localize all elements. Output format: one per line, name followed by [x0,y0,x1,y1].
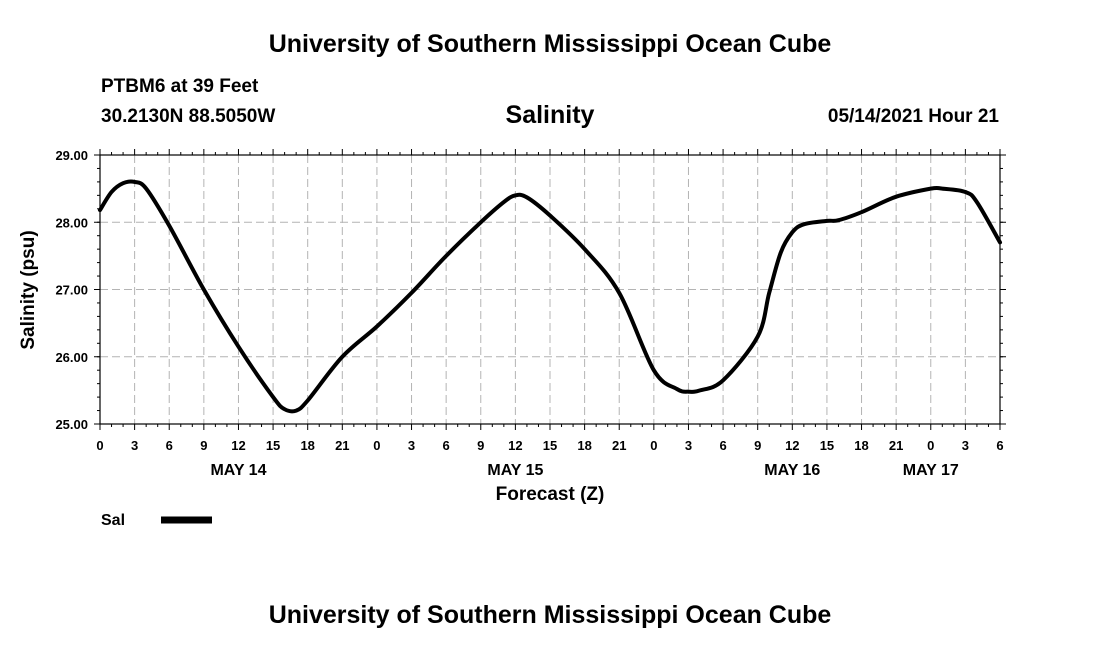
x-tick-label: 3 [685,438,692,453]
date-label: MAY 16 [764,462,820,479]
x-tick-label: 12 [508,438,522,453]
variable-title: Salinity [505,101,595,129]
x-tick-label: 21 [335,438,349,453]
x-tick-label: 15 [820,438,834,453]
forecast-datetime: 05/14/2021 Hour 21 [827,106,999,127]
y-tick-label: 29.00 [55,148,88,163]
x-tick-label: 0 [650,438,657,453]
x-tick-label: 15 [543,438,557,453]
x-tick-label: 3 [131,438,138,453]
x-tick-label: 6 [166,438,173,453]
date-label: MAY 14 [210,462,266,479]
series-line-sal [98,179,1002,414]
grid-lines [100,155,1000,424]
legend-label-sal: Sal [101,512,125,529]
chart-header-title: University of Southern Mississippi Ocean… [268,30,832,58]
y-axis-title: Salinity (psu) [18,230,39,349]
x-tick-label: 18 [577,438,591,453]
x-tick-labels: 0 3 6 9 12 15 18 21 0 3 6 9 12 15 18 21 0 3 6 9 12 15 18 21 0 3 6 [96,438,1003,453]
coordinates-label: 30.2130N 88.5050W [101,106,276,127]
x-tick-label: 6 [996,438,1003,453]
y-tick-label: 26.00 [55,350,88,365]
legend: Sal [101,512,212,529]
x-tick-label: 21 [612,438,626,453]
y-tick-label: 27.00 [55,283,88,298]
footer-title: University of Southern Mississippi Ocean… [268,601,832,629]
x-tick-label: 0 [96,438,103,453]
x-tick-label: 12 [231,438,245,453]
x-tick-label: 18 [300,438,314,453]
x-tick-label: 6 [719,438,726,453]
x-tick-label: 9 [477,438,484,453]
x-tick-label: 0 [927,438,934,453]
x-tick-label: 12 [785,438,799,453]
x-tick-label: 0 [373,438,380,453]
x-tick-label: 18 [854,438,868,453]
y-tick-labels: 25.00 26.00 27.00 28.00 29.00 [55,148,88,432]
date-label: MAY 15 [487,462,543,479]
x-axis-title: Forecast (Z) [496,484,605,505]
date-labels: MAY 14 MAY 15 MAY 16 MAY 17 [210,462,958,479]
x-tick-label: 15 [266,438,280,453]
station-label: PTBM6 at 39 Feet [101,76,259,97]
x-tick-label: 21 [889,438,903,453]
date-label: MAY 17 [903,462,959,479]
x-tick-label: 9 [754,438,761,453]
y-tick-label: 28.00 [55,215,88,230]
x-tick-label: 6 [443,438,450,453]
plot-frame [99,154,1001,425]
x-tick-label: 3 [408,438,415,453]
x-tick-label: 3 [962,438,969,453]
x-tick-label: 9 [200,438,207,453]
y-tick-label: 25.00 [55,417,88,432]
